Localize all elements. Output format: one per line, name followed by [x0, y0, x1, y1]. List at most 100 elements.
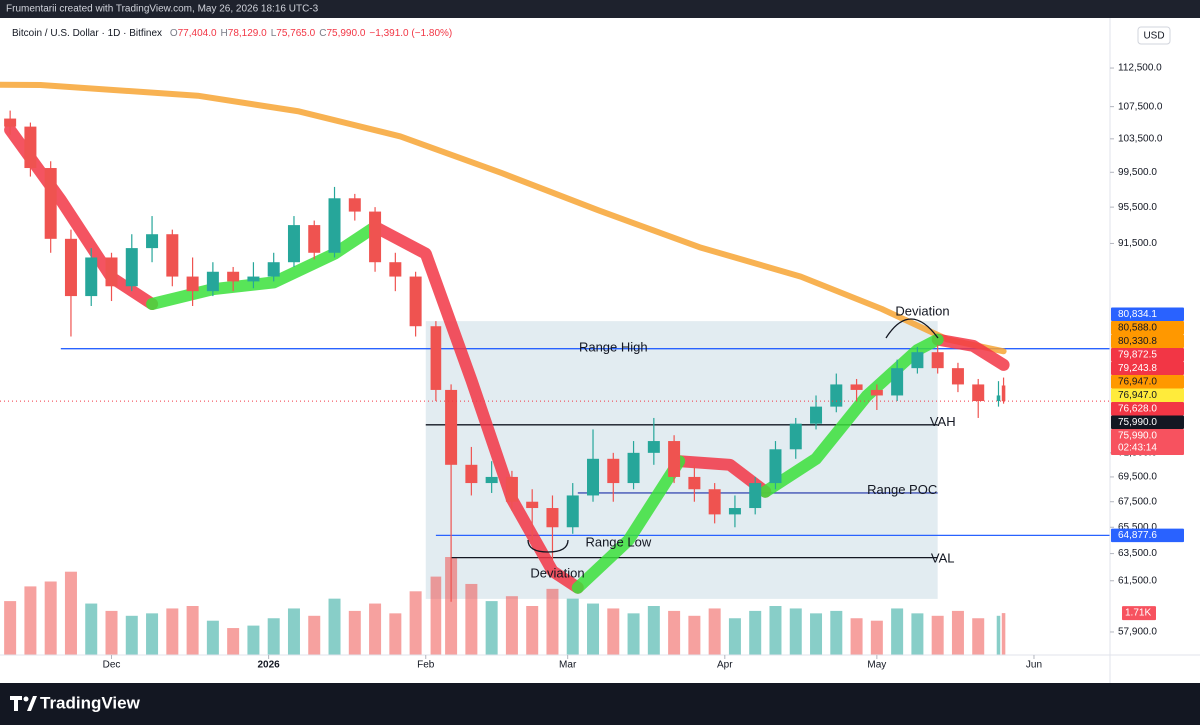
x-tick-label: Jun — [1026, 660, 1042, 671]
plot-area — [0, 81, 1110, 655]
candle-body — [206, 271, 219, 292]
volume-bar — [688, 615, 701, 655]
candle-body — [1001, 385, 1006, 402]
volume-bar — [227, 628, 240, 655]
volume-bar — [146, 613, 159, 655]
candle-body — [769, 449, 782, 484]
price-badge — [1111, 347, 1184, 362]
candle-body — [24, 126, 37, 169]
candle-body — [389, 262, 402, 277]
y-tick-label: 103,500.0 — [1118, 133, 1163, 144]
symbol-legend: Bitcoin / U.S. Dollar · 1D · Bitfinex O7… — [12, 28, 452, 39]
x-tick-label: Mar — [559, 660, 577, 671]
candle-body — [267, 262, 280, 277]
volume-bar — [328, 598, 341, 655]
volume-bar — [627, 613, 640, 655]
price-badge-label: 76,628.0 — [1118, 403, 1157, 414]
readout-key: O — [170, 28, 178, 39]
annotation: Deviation — [895, 303, 949, 318]
deviation-arc — [885, 318, 939, 339]
readout-value: 77,404.0 — [178, 28, 217, 39]
candle-body — [409, 276, 422, 327]
volume-bar — [485, 601, 498, 655]
candle-body — [328, 198, 341, 253]
price-badge — [1111, 388, 1184, 402]
annotations: Deviation Range High VAH Range POC Range Low… — [527, 303, 956, 580]
volume-bar — [951, 610, 964, 655]
volume-bar — [4, 601, 17, 655]
volume-bar — [931, 615, 944, 655]
candle-body — [105, 257, 118, 287]
logo-v — [27, 696, 37, 711]
top-bar — [0, 0, 1200, 18]
candle-body — [972, 384, 985, 402]
candle-body — [465, 464, 478, 484]
volume-bar — [64, 571, 77, 655]
price-badge — [1111, 307, 1184, 321]
price-badge-label: 76,947.0 — [1118, 376, 1157, 387]
volume-bar — [789, 608, 802, 655]
y-tick-label: 57,900.0 — [1118, 627, 1157, 638]
volume-bar — [287, 608, 300, 655]
candle-body — [587, 458, 600, 496]
candle-body — [485, 476, 498, 484]
volume-bar — [1001, 613, 1006, 655]
currency[interactable]: USD — [1143, 31, 1164, 42]
candle-body — [789, 423, 802, 450]
volume-bar — [24, 586, 37, 655]
y-tick-label: 67,500.0 — [1118, 496, 1157, 507]
candle-body — [996, 395, 1001, 402]
candle-body — [4, 118, 17, 127]
candle-body — [688, 476, 701, 490]
volume-bar — [891, 608, 904, 655]
x-tick-label: Apr — [717, 660, 733, 671]
brand-logo — [10, 696, 37, 711]
y-tick-label: 91,500.0 — [1118, 238, 1157, 249]
top-bar-text: Frumentarii created with TradingView.com… — [6, 4, 319, 15]
volume-bar — [85, 603, 98, 655]
volume-bar — [308, 615, 321, 655]
annotation: VAH — [930, 414, 956, 429]
y-tick-label: 69,500.0 — [1118, 472, 1157, 483]
x-tick-label: Dec — [103, 660, 121, 671]
volume-bar — [125, 615, 138, 655]
volume-bar — [911, 613, 924, 655]
symbol: Bitcoin / U.S. Dollar · 1D · Bitfinex — [12, 28, 162, 39]
candle-body — [348, 198, 361, 212]
footer — [0, 683, 1200, 725]
readout-key: L — [271, 28, 277, 39]
volume-bar — [587, 603, 600, 655]
candle-body — [146, 234, 159, 249]
volume-bar — [728, 618, 741, 655]
volume-bar — [44, 581, 57, 655]
x-tick-label: May — [867, 660, 886, 671]
candle-body — [668, 441, 681, 477]
candle-body — [647, 441, 660, 453]
x-tick-label: 2026 — [258, 660, 281, 671]
candle-body — [445, 389, 458, 465]
volume-bar — [566, 598, 579, 655]
brand: TradingView — [40, 693, 141, 712]
volume-bar — [546, 588, 559, 655]
price-badge — [1111, 334, 1184, 348]
volume-bar — [247, 625, 260, 655]
volume-bar — [810, 613, 823, 655]
volume-bar — [526, 606, 539, 655]
candle-body — [64, 238, 77, 297]
candle-body — [308, 225, 321, 253]
currency-box[interactable] — [1137, 26, 1171, 45]
logo-dot — [23, 696, 29, 702]
logo-t — [10, 696, 22, 711]
volume-bar — [607, 608, 620, 655]
x-tick-label: Feb — [417, 660, 435, 671]
volume-bar — [206, 620, 219, 655]
readout-value: 75,765.0 — [276, 28, 315, 39]
annotation: Range POC — [867, 482, 937, 497]
candle-body — [287, 225, 300, 263]
annotation: Deviation — [530, 565, 584, 580]
annotation: Range Low — [585, 534, 651, 549]
deviation-bracket — [527, 539, 569, 553]
candle-body — [526, 501, 539, 509]
price-badge-label: 76,947.0 — [1118, 390, 1157, 401]
